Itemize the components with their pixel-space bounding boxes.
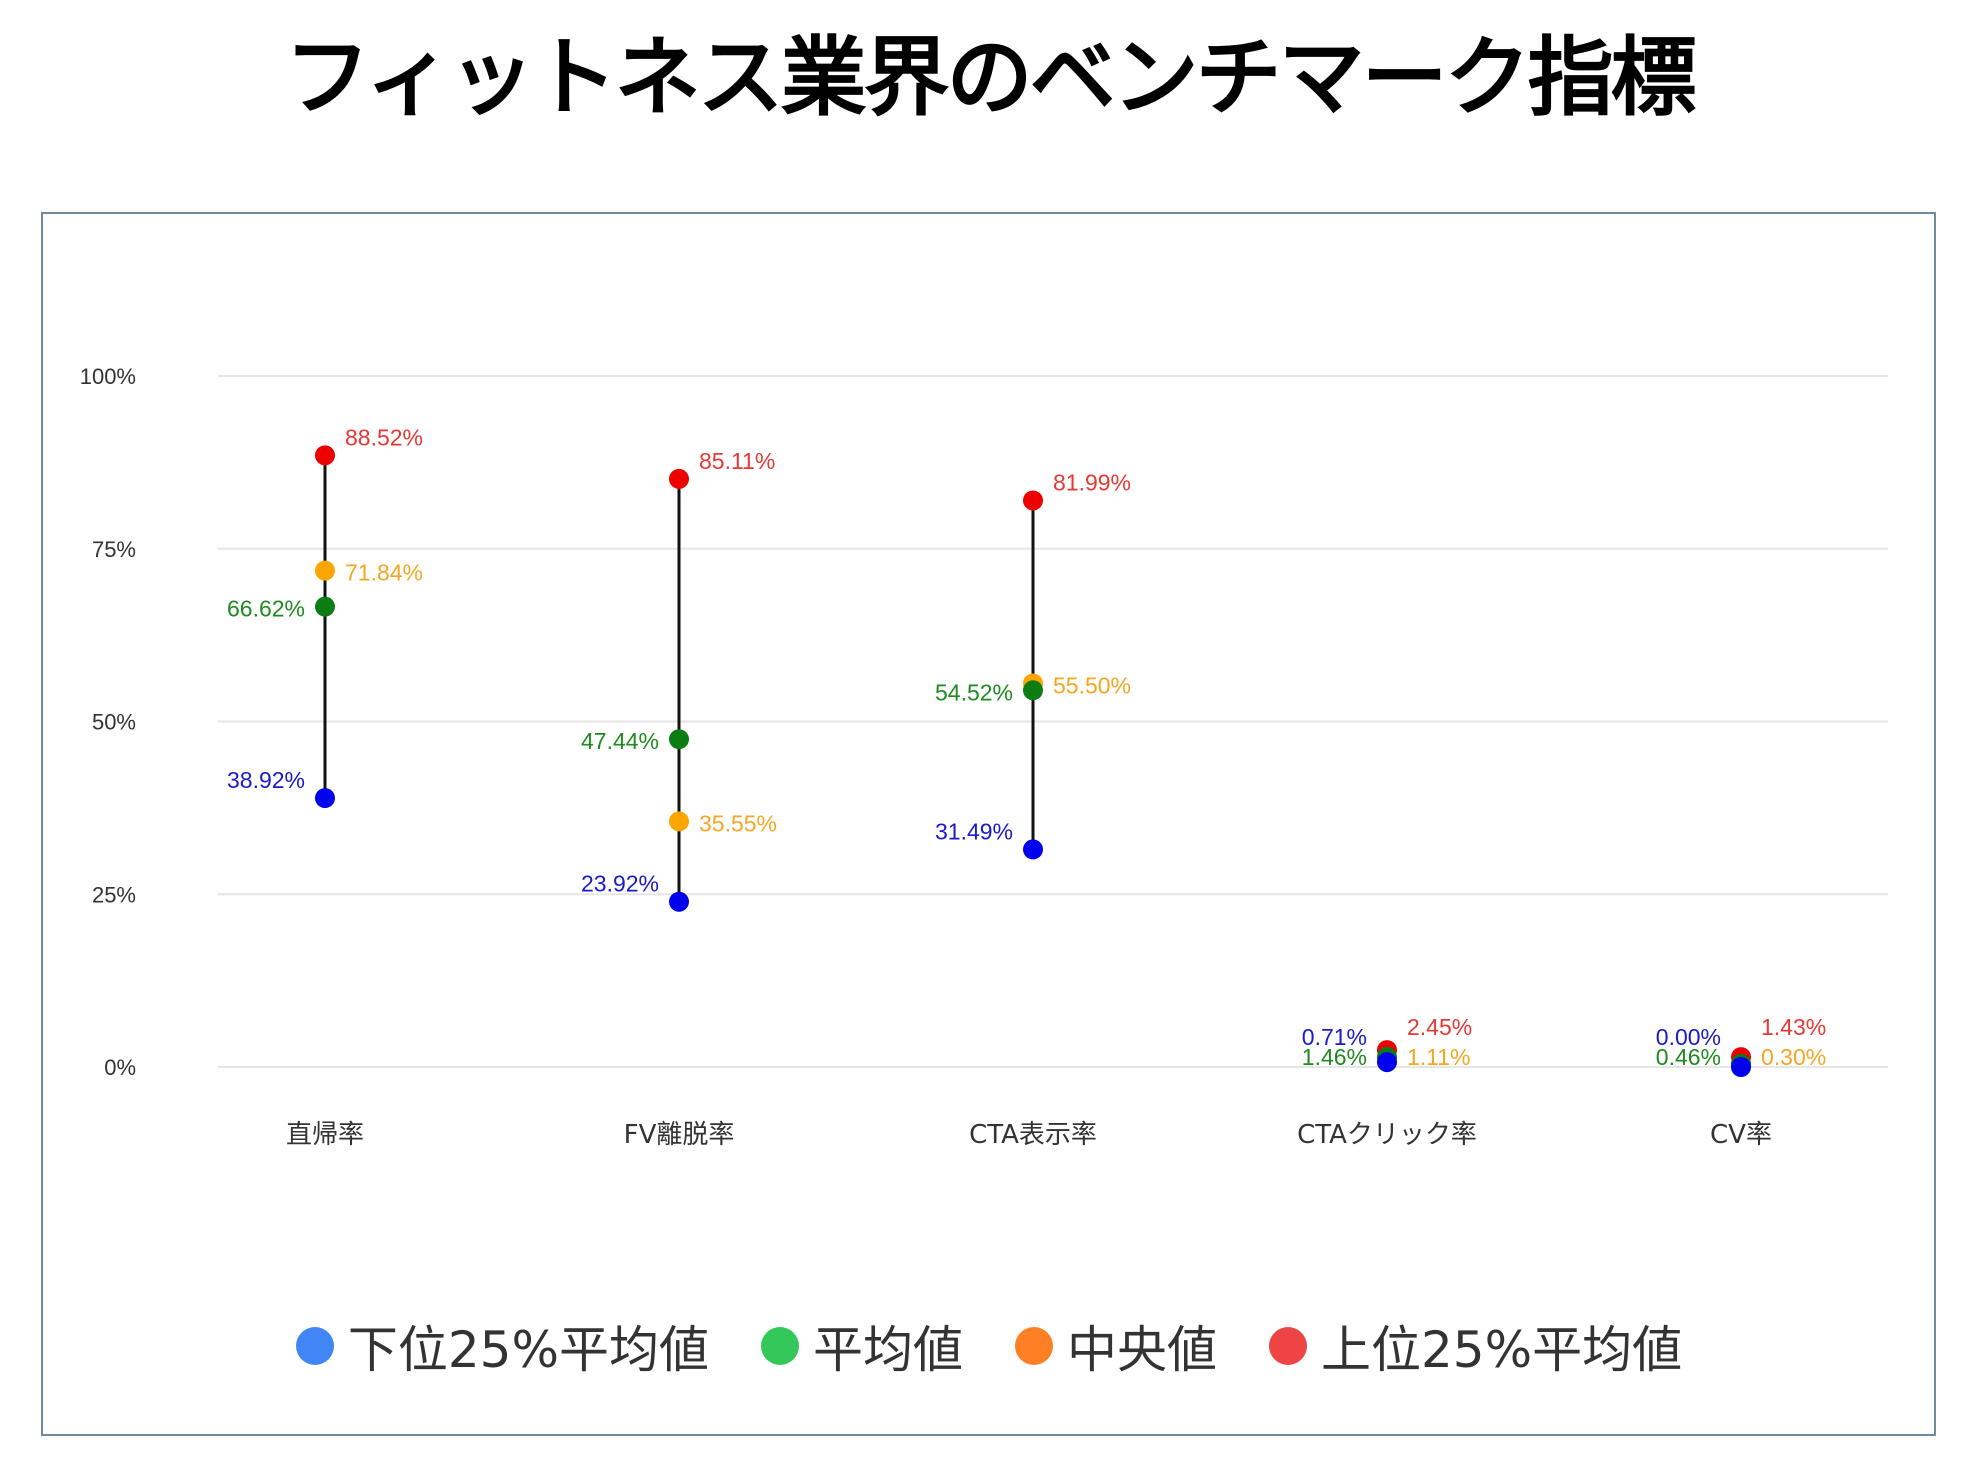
x-tick-label: CTA表示率 <box>969 1120 1097 1150</box>
x-tick-label: 直帰率 <box>286 1120 364 1150</box>
legend-item[interactable]: 中央値 <box>1015 1310 1217 1382</box>
data-label: 2.45% <box>1407 1014 1472 1040</box>
data-label: 1.46% <box>1302 1044 1367 1070</box>
data-point[interactable] <box>669 729 689 750</box>
legend-dot-icon <box>761 1327 799 1365</box>
y-tick-label: 25% <box>92 882 136 907</box>
y-tick-label: 100% <box>80 364 136 389</box>
data-point[interactable] <box>1023 839 1043 860</box>
legend-dot-icon <box>295 1327 334 1365</box>
data-label: 0.00% <box>1656 1024 1721 1050</box>
legend-item[interactable]: 上位25%平均値 <box>1269 1310 1682 1382</box>
chart-frame <box>41 212 1936 1436</box>
data-label: 38.92% <box>227 767 305 793</box>
legend-label: 中央値 <box>1067 1321 1217 1379</box>
data-point[interactable] <box>669 468 689 489</box>
data-point[interactable] <box>1731 1057 1751 1077</box>
data-label: 23.92% <box>581 871 659 897</box>
legend-dot-icon <box>1015 1327 1053 1365</box>
legend-label: 平均値 <box>813 1321 963 1379</box>
data-point[interactable] <box>1377 1052 1397 1073</box>
data-point[interactable] <box>1023 680 1043 701</box>
y-tick-label: 75% <box>92 537 136 562</box>
chart-legend: 下位25%平均値 平均値 中央値 上位25%平均値 <box>0 1310 1978 1382</box>
data-label: 1.43% <box>1761 1014 1826 1040</box>
data-point[interactable] <box>315 560 335 581</box>
data-label: 0.46% <box>1656 1044 1721 1070</box>
data-label: 0.71% <box>1302 1024 1367 1050</box>
data-label: 1.11% <box>1407 1044 1471 1070</box>
data-label: 47.44% <box>581 728 659 754</box>
data-label: 35.55% <box>699 810 777 836</box>
data-label: 0.30% <box>1761 1044 1826 1070</box>
page-title: フィットネス業界のベンチマーク指標 <box>284 28 1696 128</box>
y-tick-label: 0% <box>104 1055 136 1080</box>
y-tick-label: 50% <box>92 710 136 735</box>
legend-label: 下位25%平均値 <box>347 1321 709 1379</box>
x-tick-label: FV離脱率 <box>624 1120 735 1150</box>
data-label: 85.11% <box>699 448 775 474</box>
data-label: 71.84% <box>345 560 423 586</box>
data-point[interactable] <box>669 811 689 832</box>
data-point[interactable] <box>315 788 335 809</box>
data-label: 55.50% <box>1053 672 1131 698</box>
data-point[interactable] <box>315 445 335 466</box>
legend-item[interactable]: 下位25%平均値 <box>295 1310 709 1382</box>
data-label: 31.49% <box>935 818 1013 844</box>
x-tick-label: CTAクリック率 <box>1297 1120 1477 1150</box>
data-point[interactable] <box>315 596 335 617</box>
legend-label: 上位25%平均値 <box>1321 1321 1683 1379</box>
data-label: 81.99% <box>1053 469 1131 495</box>
data-point[interactable] <box>669 891 689 912</box>
data-label: 66.62% <box>227 596 305 622</box>
data-label: 54.52% <box>935 679 1013 705</box>
data-label: 88.52% <box>345 424 423 450</box>
legend-item[interactable]: 平均値 <box>761 1310 963 1382</box>
legend-dot-icon <box>1269 1327 1307 1365</box>
data-point[interactable] <box>1023 490 1043 511</box>
x-tick-label: CV率 <box>1710 1120 1772 1150</box>
